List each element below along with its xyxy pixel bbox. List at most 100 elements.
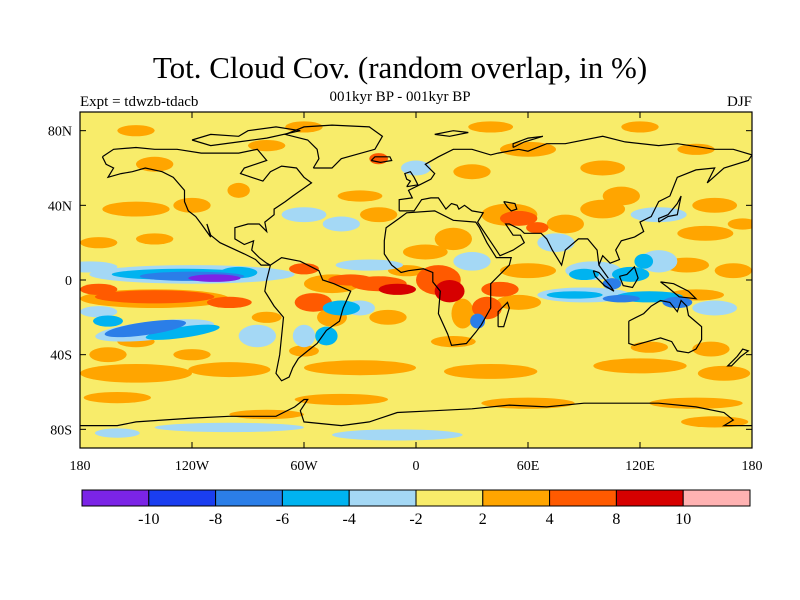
colorbar-label: -4: [343, 511, 356, 528]
colorbar-swatch: [281, 489, 350, 507]
coastline-segment: [398, 135, 752, 279]
colorbar-label: 2: [479, 511, 487, 528]
coastline-segment: [101, 146, 313, 266]
anomaly-region: [294, 293, 333, 312]
coastline-segment: [404, 170, 419, 188]
coastlines: [80, 124, 752, 427]
map-title: Tot. Cloud Cov. (random overlap, in %): [152, 50, 648, 85]
colorbar-swatch: [549, 489, 617, 507]
coastline-segment: [383, 210, 512, 346]
anomaly-region: [281, 207, 327, 223]
colorbar: -10 -8 -6 -4 -2 2 4 8 10: [81, 489, 751, 528]
anomaly-region: [188, 274, 241, 282]
anomaly-region: [247, 140, 286, 152]
anomaly-region: [434, 227, 473, 251]
colorbar-label: -8: [209, 511, 222, 528]
anomaly-region: [292, 324, 316, 348]
anomaly-region: [227, 182, 250, 198]
colorbar-label: 8: [612, 511, 620, 528]
anomaly-region: [251, 311, 282, 323]
anomaly-region: [83, 392, 151, 404]
anomaly-region: [136, 233, 174, 245]
anomaly-region: [692, 300, 738, 316]
anomaly-region: [402, 244, 448, 260]
anomaly-region: [360, 207, 398, 223]
anomaly-region: [546, 291, 603, 299]
anomaly-region: [612, 266, 650, 282]
anomaly-region: [154, 422, 304, 433]
anomaly-region: [104, 319, 187, 338]
anomaly-region: [453, 252, 491, 271]
anomaly-region: [117, 125, 155, 137]
anomaly-region: [378, 283, 417, 295]
lon-tick-label: 180: [742, 459, 763, 474]
anomaly-region: [546, 214, 584, 234]
coastline-segment: [592, 270, 615, 292]
colorbar-swatch: [415, 489, 484, 507]
anomaly-region: [337, 190, 383, 202]
anomaly-region: [496, 294, 542, 310]
lon-tick-label: 180: [70, 459, 91, 474]
lat-tick-label: 40S: [50, 349, 72, 364]
anomaly-region: [444, 364, 538, 379]
lat-tick-label: 80S: [50, 423, 72, 438]
anomaly-region: [677, 225, 734, 241]
anomaly-region: [173, 349, 211, 361]
anomaly-region: [206, 296, 252, 308]
anomaly-region: [649, 397, 743, 409]
anomaly-region: [430, 336, 476, 348]
experiment-label: Expt = tdwzb-tdacb: [80, 94, 199, 110]
anomaly-region: [472, 296, 502, 320]
lon-tick-label: 120W: [175, 459, 210, 474]
anomaly-region: [304, 360, 416, 376]
anomaly-region: [451, 298, 474, 329]
anomaly-region: [537, 233, 575, 253]
anomaly-region: [630, 341, 668, 353]
colorbar-swatch: [348, 489, 417, 507]
anomaly-region: [621, 121, 659, 133]
colorbar-swatch: [81, 489, 150, 507]
coastline-segment: [434, 130, 469, 137]
anomaly-region: [692, 197, 738, 213]
anomaly-region: [569, 268, 599, 280]
anomaly-region: [145, 324, 220, 340]
coastline-segment: [283, 124, 384, 169]
anomaly-region: [80, 237, 118, 249]
coastline-segment: [660, 281, 698, 300]
anomaly-region: [468, 121, 514, 133]
anomaly-region: [714, 263, 752, 279]
coastline-segment: [618, 265, 639, 289]
anomaly-region: [238, 324, 276, 348]
anomaly-region: [662, 296, 693, 308]
colorbar-swatch: [148, 489, 217, 507]
colorbar-label: -2: [409, 511, 422, 528]
anomaly-region: [697, 365, 751, 381]
coastline-segment: [264, 256, 352, 382]
anomaly-region: [434, 280, 465, 303]
coastline-segment: [497, 301, 510, 328]
coastline-segment: [503, 201, 518, 212]
colorbar-swatch: [482, 489, 551, 507]
anomaly-region: [481, 397, 575, 409]
colorbar-swatch: [615, 489, 684, 507]
colorbar-label: 10: [675, 511, 691, 528]
lon-tick-label: 120E: [625, 459, 655, 474]
anomaly-region: [80, 261, 118, 273]
anomaly-region: [188, 362, 271, 378]
anomaly-region: [335, 259, 403, 271]
colorbar-label: -6: [276, 511, 289, 528]
lon-tick-label: 60E: [517, 459, 540, 474]
anomaly-region: [630, 207, 687, 223]
lat-tick-label: 80N: [48, 125, 72, 140]
coastline-segment: [370, 156, 393, 164]
lon-tick-label: 0: [413, 459, 420, 474]
anomaly-region: [322, 216, 361, 232]
anomaly-field: [80, 121, 752, 441]
anomaly-region: [727, 218, 752, 230]
anomaly-region: [229, 409, 304, 420]
anomaly-region: [94, 290, 215, 304]
anomaly-region: [89, 347, 127, 363]
coastline-segment: [658, 195, 682, 223]
season-label: DJF: [726, 94, 752, 110]
